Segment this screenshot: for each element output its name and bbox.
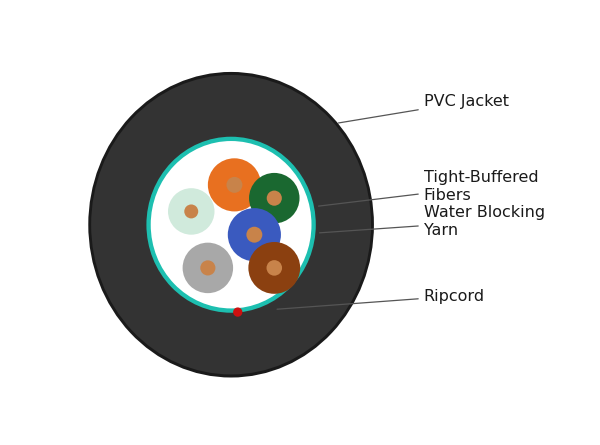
Circle shape xyxy=(226,177,242,193)
Circle shape xyxy=(228,208,281,261)
Ellipse shape xyxy=(97,81,365,368)
Circle shape xyxy=(249,173,299,223)
Ellipse shape xyxy=(88,72,374,377)
Circle shape xyxy=(233,307,242,317)
Circle shape xyxy=(248,242,300,294)
Circle shape xyxy=(184,204,198,218)
Circle shape xyxy=(200,260,215,275)
Text: PVC Jacket: PVC Jacket xyxy=(338,94,509,123)
Circle shape xyxy=(182,243,233,293)
Circle shape xyxy=(266,260,282,275)
Text: Tight-Buffered
Fibers: Tight-Buffered Fibers xyxy=(319,170,538,206)
Text: Ripcord: Ripcord xyxy=(277,289,485,309)
Ellipse shape xyxy=(146,137,316,313)
Circle shape xyxy=(247,227,262,243)
Circle shape xyxy=(168,188,215,235)
Circle shape xyxy=(208,158,261,211)
Circle shape xyxy=(267,190,282,206)
Ellipse shape xyxy=(91,75,371,374)
Text: Water Blocking
Yarn: Water Blocking Yarn xyxy=(320,205,545,238)
Ellipse shape xyxy=(151,141,311,308)
